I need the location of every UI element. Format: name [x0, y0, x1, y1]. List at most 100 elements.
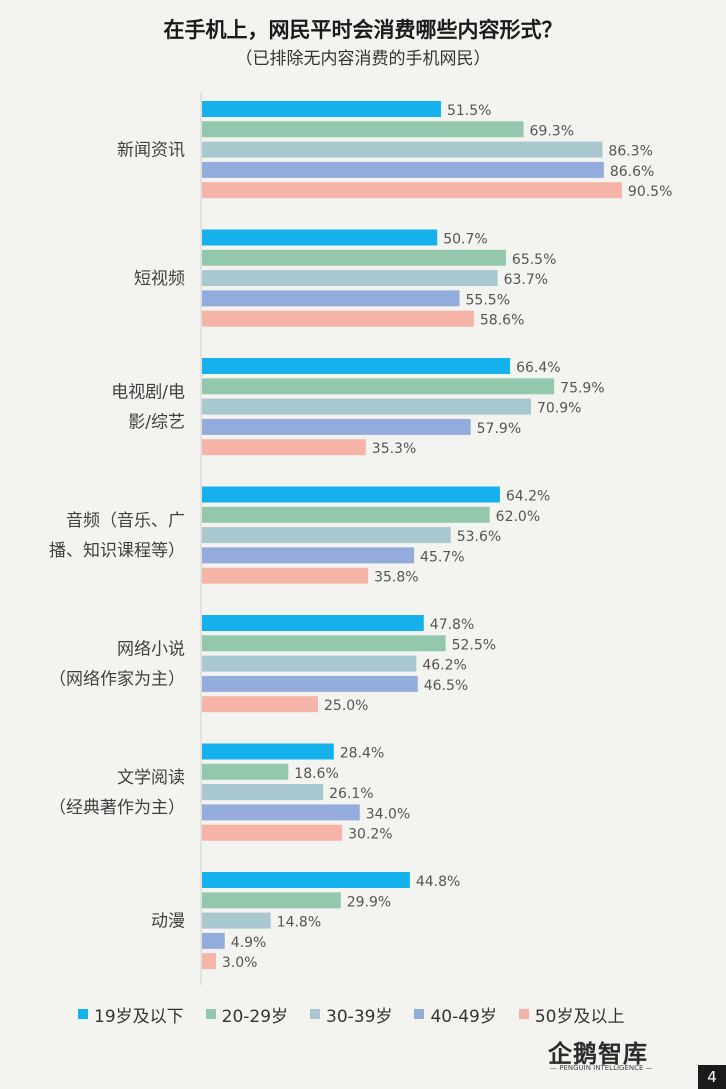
bar	[202, 675, 418, 692]
legend-item: 30-39岁	[310, 1002, 392, 1027]
category-label: 音频（音乐、广	[66, 511, 185, 531]
bar	[202, 912, 271, 929]
legend-swatch	[205, 1009, 216, 1019]
bar	[202, 527, 451, 544]
data-label: 58.6%	[480, 313, 524, 329]
category-label: 网络小说	[117, 640, 185, 660]
legend-label: 30-39岁	[326, 1006, 393, 1027]
data-label: 44.8%	[416, 874, 460, 890]
bar	[202, 358, 511, 374]
data-label: 30.2%	[348, 827, 392, 843]
bar	[202, 418, 471, 435]
data-label: 65.5%	[512, 252, 556, 268]
data-label: 34.0%	[366, 806, 410, 822]
data-label: 70.9%	[537, 401, 581, 417]
bar	[202, 784, 324, 801]
legend-label: 19岁及以下	[94, 1006, 184, 1027]
category-label: （网络作家为主）	[49, 670, 185, 690]
bar	[202, 270, 498, 287]
chart-title: 在手机上，网民平时会消费哪些内容形式？	[163, 18, 563, 42]
bar	[202, 567, 369, 584]
bar	[202, 229, 438, 246]
data-label: 14.8%	[277, 915, 321, 931]
category-label: 影/综艺	[128, 413, 185, 433]
data-label: 66.4%	[516, 360, 560, 376]
legend-swatch	[310, 1009, 321, 1019]
bar	[202, 486, 500, 503]
bar	[202, 804, 360, 821]
bar	[202, 161, 604, 178]
bar	[202, 655, 417, 672]
category-label: 电视剧/电	[111, 383, 185, 403]
bar	[202, 249, 506, 266]
data-label: 57.9%	[477, 421, 521, 437]
data-label: 35.8%	[374, 570, 418, 586]
bar	[202, 182, 622, 199]
data-label: 75.9%	[560, 380, 604, 396]
legend-item: 40-49岁	[414, 1002, 497, 1027]
data-label: 86.6%	[610, 164, 654, 180]
legend-item: 19岁及以下	[78, 1002, 184, 1027]
data-label: 25.0%	[324, 698, 368, 714]
legend-label: 50岁及以上	[534, 1006, 625, 1027]
bar	[202, 121, 524, 138]
data-label: 45.7%	[420, 549, 464, 565]
logo-text: 企鹅智库	[548, 1040, 648, 1068]
data-label: 86.3%	[608, 144, 652, 160]
data-label: 50.7%	[443, 232, 487, 248]
legend-label: 20-29岁	[221, 1006, 289, 1027]
category-label: 文学阅读	[117, 768, 185, 788]
legend: 19岁及以下 20-29岁 30-39岁 40-49岁 50岁及以上	[78, 1001, 718, 1027]
penguin-intelligence-logo: 企鹅智库 — PENGUIN INTELLIGENCE —	[548, 1034, 724, 1086]
category-label: 新闻资讯	[117, 141, 185, 161]
legend-swatch	[414, 1009, 425, 1019]
data-label: 90.5%	[628, 184, 672, 200]
bar	[202, 506, 490, 523]
bar	[202, 101, 441, 117]
chart-subtitle: （已排除无内容消费的手机网民）	[235, 49, 491, 69]
data-label: 55.5%	[466, 292, 510, 308]
logo-subtext: — PENGUIN INTELLIGENCE —	[550, 1064, 653, 1072]
bar	[202, 872, 410, 888]
bar	[202, 378, 555, 395]
bar	[202, 743, 334, 760]
bar	[202, 892, 341, 909]
bar	[202, 953, 216, 970]
data-label: 3.0%	[222, 955, 258, 971]
data-label: 69.3%	[530, 123, 574, 139]
data-label: 26.1%	[329, 786, 373, 802]
data-label: 52.5%	[452, 637, 496, 653]
data-label: 4.9%	[231, 935, 267, 951]
category-label: 播、知识课程等）	[49, 541, 185, 561]
bar	[202, 310, 474, 327]
legend-label: 40-49岁	[430, 1006, 497, 1027]
bar	[202, 615, 424, 631]
data-label: 46.5%	[424, 678, 468, 694]
bar	[202, 696, 318, 713]
data-label: 29.9%	[347, 894, 391, 910]
data-label: 35.3%	[372, 441, 416, 457]
bar	[202, 635, 446, 652]
data-label: 63.7%	[504, 272, 548, 288]
legend-item: 20-29岁	[205, 1002, 289, 1027]
legend-swatch	[78, 1009, 88, 1019]
data-label: 53.6%	[457, 529, 501, 545]
bar	[202, 547, 415, 564]
data-label: 28.4%	[340, 746, 384, 762]
legend-item: 50岁及以上	[518, 1002, 625, 1027]
bar	[202, 141, 603, 158]
bar	[202, 932, 225, 949]
data-label: 47.8%	[430, 617, 474, 633]
bar	[202, 763, 289, 780]
category-label: 短视频	[134, 269, 185, 289]
bar	[202, 398, 531, 415]
data-label: 46.2%	[422, 658, 466, 674]
page-number: 4	[698, 1065, 726, 1089]
data-label: 62.0%	[496, 509, 540, 525]
legend-swatch	[518, 1009, 529, 1019]
data-label: 18.6%	[294, 766, 338, 782]
bar	[202, 439, 366, 456]
category-label: 动漫	[151, 912, 185, 932]
bar-chart: 新闻资讯 51.5% 69.3% 86.3% 86.6% 90.5% 短视频 50.7% 65.…	[49, 92, 672, 985]
category-label: （经典著作为主）	[49, 798, 185, 818]
